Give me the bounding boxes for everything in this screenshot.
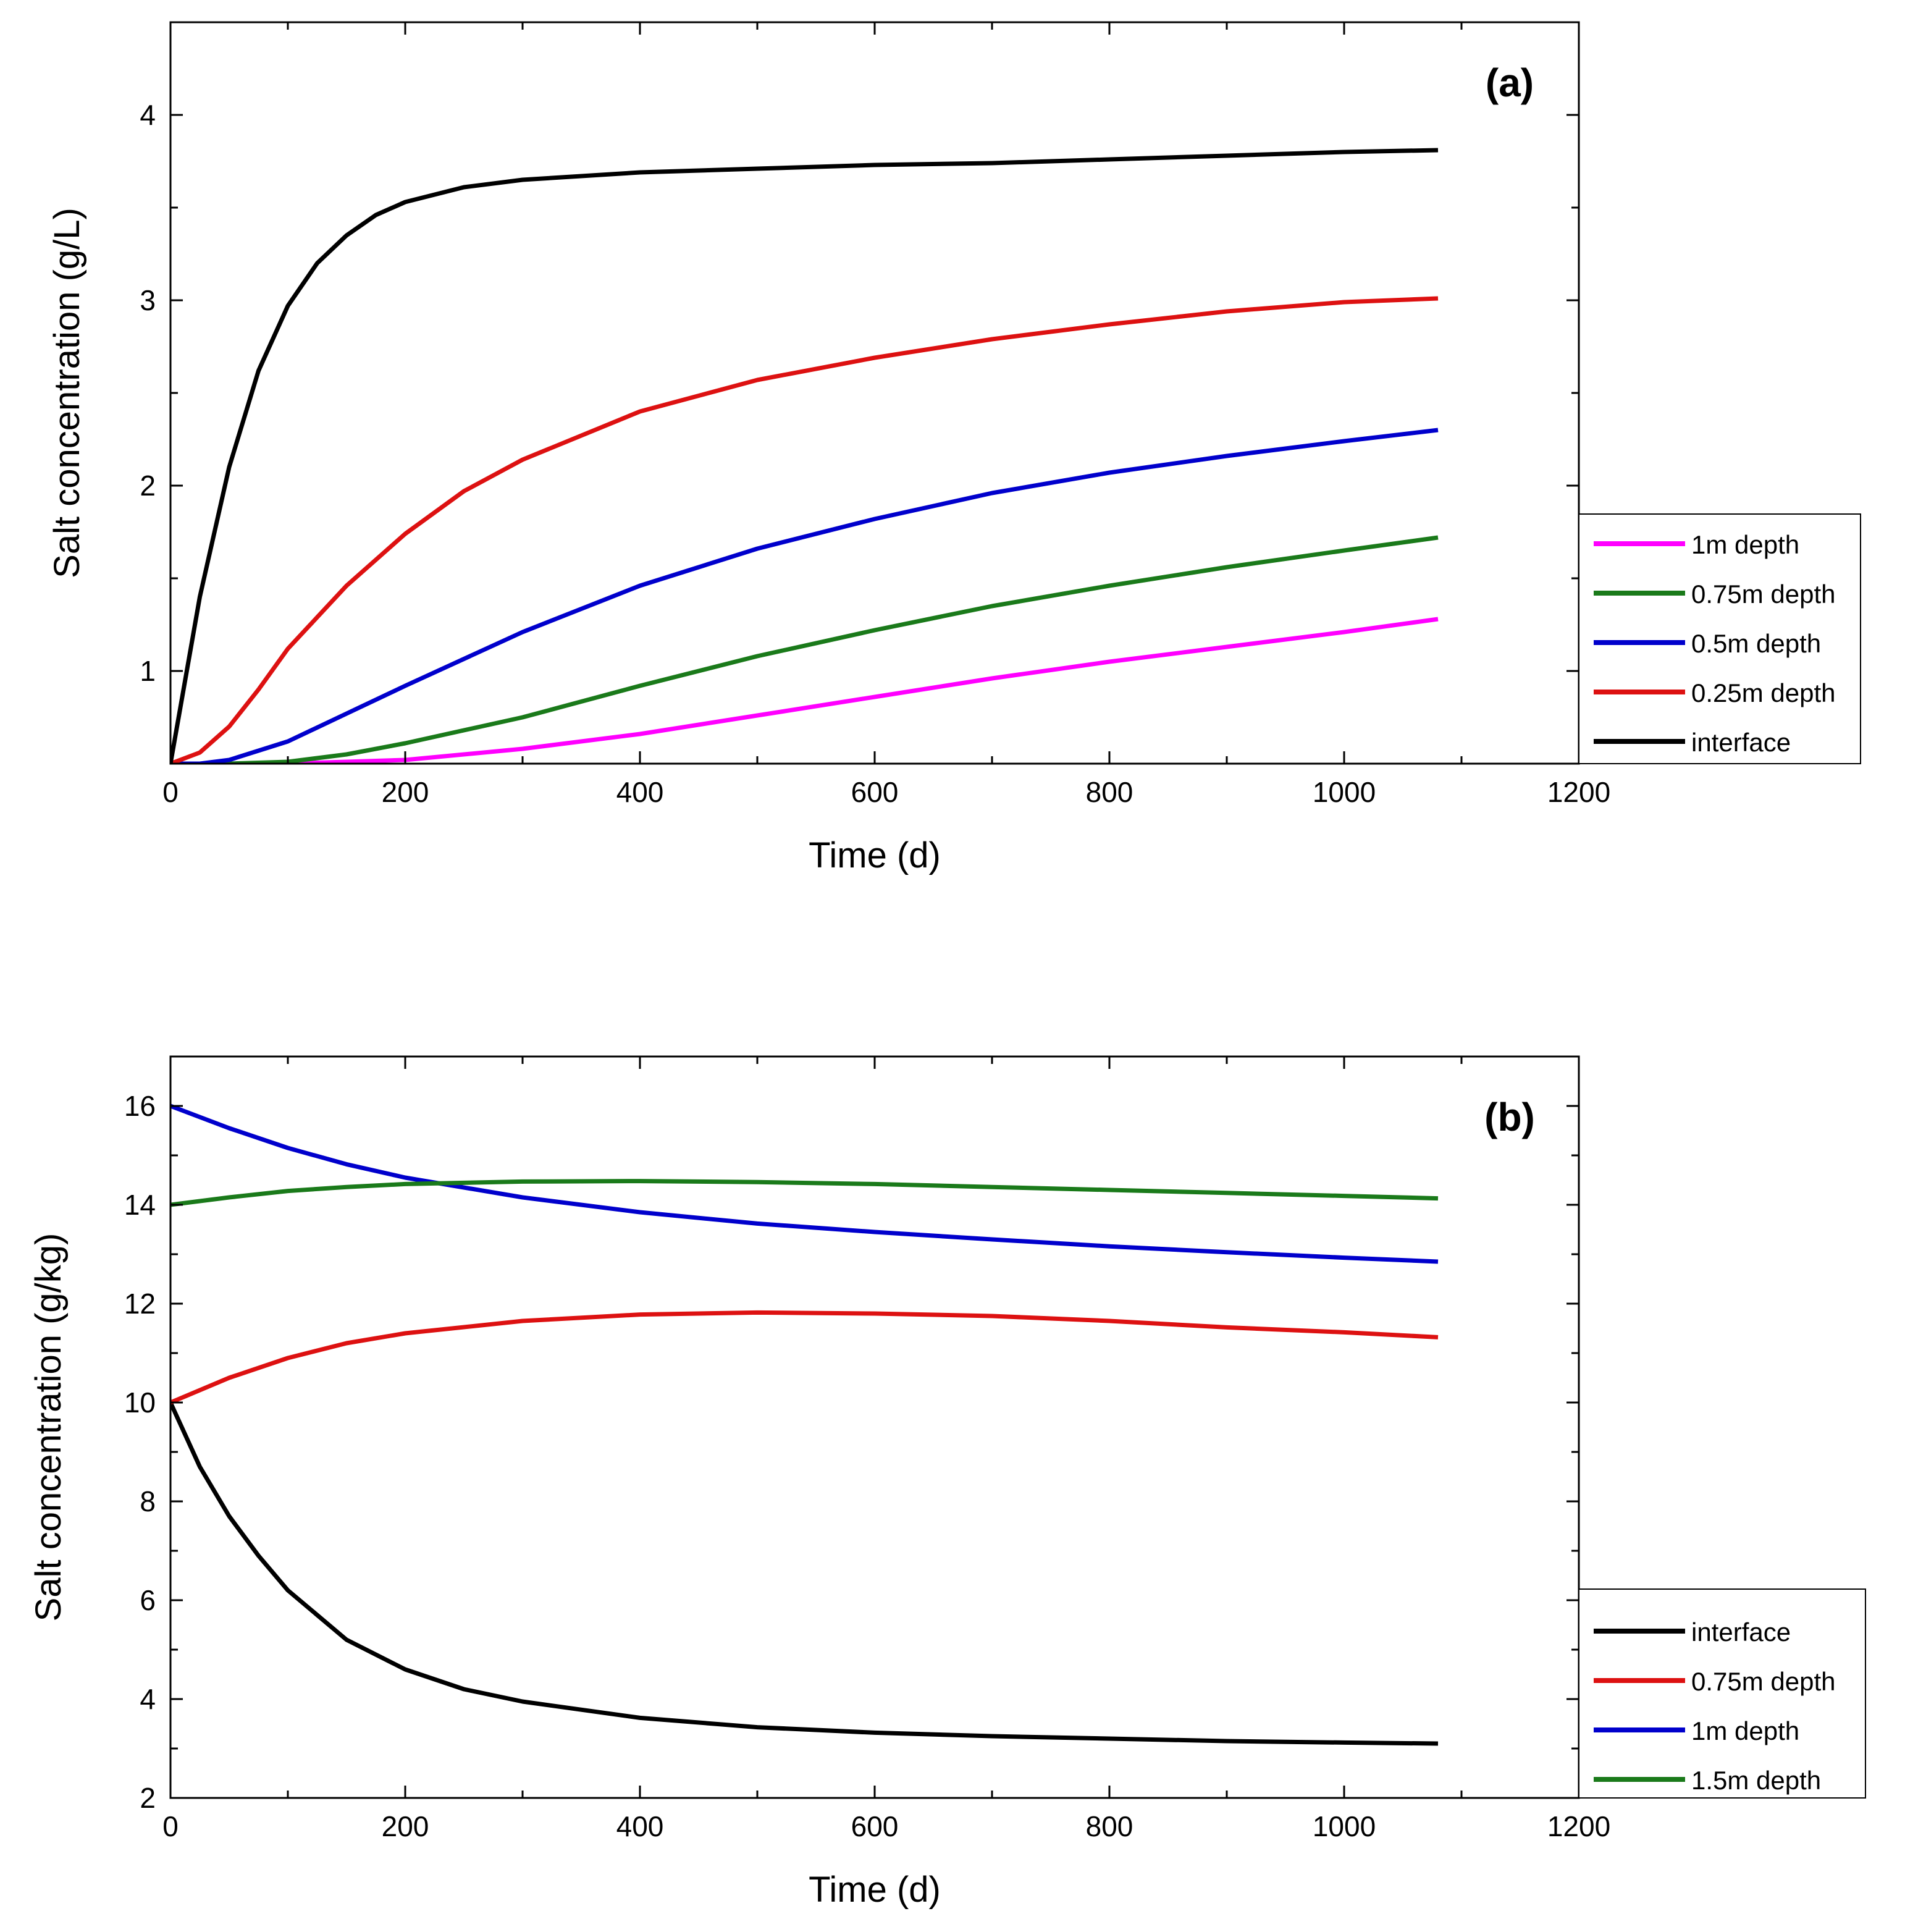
x-tick-label: 1000: [1313, 1810, 1376, 1842]
y-tick-label: 6: [140, 1584, 156, 1616]
y-tick-label: 3: [140, 284, 156, 316]
y-tick-label: 1: [140, 655, 156, 687]
x-tick-label: 800: [1086, 776, 1133, 808]
x-axis-title: Time (d): [809, 835, 941, 875]
legend-label: interface: [1691, 728, 1791, 757]
y-tick-label: 8: [140, 1485, 156, 1517]
series-line-1-5m-depth: [170, 1179, 1439, 1207]
legend-label: 0.75m depth: [1691, 1667, 1836, 1696]
y-tick-label: 4: [140, 1683, 156, 1715]
x-tick-label: 800: [1086, 1810, 1133, 1842]
x-tick-label: 1200: [1547, 1810, 1610, 1842]
x-tick-label: 600: [851, 1810, 899, 1842]
x-tick-label: 1000: [1313, 776, 1376, 808]
x-tick-label: 200: [382, 776, 429, 808]
y-tick-label: 4: [140, 99, 156, 131]
panel-label: (b): [1484, 1095, 1535, 1139]
legend-label: 0.25m depth: [1691, 678, 1836, 707]
y-tick-label: 12: [124, 1288, 156, 1320]
legend-label: 1m depth: [1691, 530, 1799, 559]
legend-label: 0.75m depth: [1691, 580, 1836, 609]
legend: interface 0.75m depth 1m depth 1.5m depth: [1578, 1588, 1866, 1799]
x-tick-label: 0: [162, 776, 179, 808]
x-tick-label: 600: [851, 776, 899, 808]
x-axis-title: Time (d): [809, 1870, 941, 1910]
series-line-0-75m-depth: [170, 535, 1439, 764]
legend-label: interface: [1691, 1618, 1791, 1647]
series-line-interface: [170, 148, 1439, 764]
panel-label: (a): [1486, 61, 1534, 105]
legend-label: 1m depth: [1691, 1716, 1799, 1745]
legend-label: 0.5m depth: [1691, 629, 1821, 658]
y-tick-label: 2: [140, 1782, 156, 1814]
series-line-1m-depth: [170, 617, 1439, 764]
series-line-1m-depth: [170, 1103, 1439, 1264]
series-line-0-75m-depth: [170, 1310, 1439, 1405]
legend-box: [1578, 1588, 1866, 1799]
series-line-0-25m-depth: [170, 296, 1439, 764]
legend-label: 1.5m depth: [1691, 1766, 1821, 1795]
y-tick-label: 2: [140, 470, 156, 502]
series-line-0-5m-depth: [170, 428, 1439, 764]
series-line-interface: [170, 1401, 1439, 1746]
x-tick-label: 1200: [1547, 776, 1610, 808]
x-tick-label: 400: [616, 1810, 664, 1842]
legend-box: [1578, 513, 1861, 764]
chart-panel-a: 0 200 400 600 800 1000 1200 1 2 3 4 Time (d) Salt co…: [47, 21, 1861, 875]
chart-panel-b: 0 200 400 600 800 1000 1200 2 4 6 8 10 12 14 16 Time (d…: [28, 1055, 1866, 1910]
x-tick-label: 0: [162, 1810, 179, 1842]
legend: 1m depth 0.75m depth 0.5m depth 0.25m depth…: [1578, 513, 1861, 764]
x-tick-label: 200: [382, 1810, 429, 1842]
x-tick-label: 400: [616, 776, 664, 808]
y-tick-label: 16: [124, 1090, 156, 1122]
y-axis-title: Salt concentration (g/kg): [28, 1233, 69, 1622]
y-tick-label: 10: [124, 1386, 156, 1419]
y-axis-title: Salt concentration (g/L): [47, 208, 87, 578]
y-tick-label: 14: [124, 1189, 156, 1221]
